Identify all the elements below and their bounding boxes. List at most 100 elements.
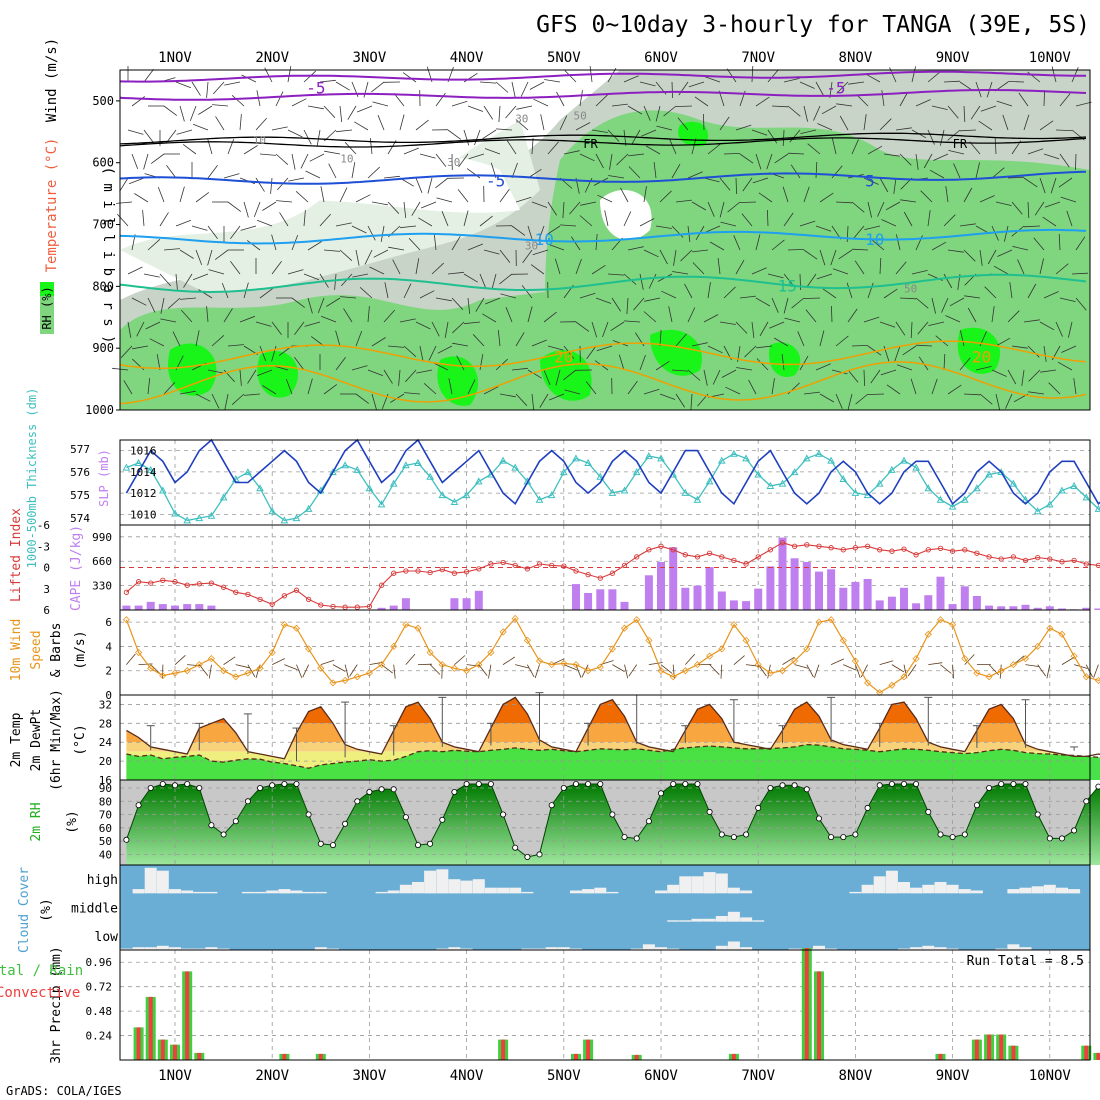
wind-barb (404, 392, 421, 395)
wind-barb (1055, 263, 1069, 275)
temp-tick: 24 (99, 736, 113, 749)
wind-barb (771, 378, 775, 395)
cloud-cover-bar (412, 882, 424, 894)
wind-barb (853, 225, 865, 239)
day-label-top: 7NOV (741, 50, 775, 66)
cloud-cover-bar (205, 947, 218, 950)
wind-barb (941, 297, 949, 313)
cloud-cover-bar (691, 918, 704, 922)
slp-tick-label: 1014 (130, 466, 157, 479)
wind-barb (953, 163, 961, 179)
surface-wind-barb (296, 664, 303, 678)
wind-barb (1040, 369, 1057, 373)
cloud-cover-bar (436, 948, 449, 950)
wind-barb (303, 210, 306, 227)
wind-barb (316, 129, 321, 146)
precip-convective-bar (634, 1054, 639, 1060)
wind-barb (903, 211, 913, 227)
cape-bar (912, 603, 921, 610)
wind-barb (303, 129, 312, 145)
rh2m-point (159, 781, 166, 788)
cloud-cover-bar (898, 948, 910, 950)
wind-barb (1055, 321, 1063, 337)
wind-barb (383, 369, 393, 384)
day-label-bottom: 1NOV (158, 1068, 192, 1084)
wind-barb (562, 201, 565, 219)
wind-barb (408, 238, 421, 251)
wind-barb (675, 105, 693, 107)
lifted-index-tick: -3 (37, 540, 50, 553)
wind-barb (556, 91, 565, 107)
wind-speed-point (693, 661, 702, 669)
wind-barb (633, 297, 645, 311)
wind-barb (1039, 120, 1054, 131)
rh2m-point (633, 835, 640, 842)
thickness-point (693, 495, 702, 503)
thickness-point (973, 484, 981, 492)
wind-barb (163, 248, 180, 251)
wind-barb (719, 321, 736, 325)
lifted-index-point (852, 545, 859, 551)
wind-barb (475, 297, 485, 312)
wind-barb (813, 105, 821, 121)
rh2m-point (986, 785, 993, 792)
wind-barb (531, 137, 534, 155)
wind-barb (1055, 129, 1073, 131)
wind-speed-point (584, 667, 592, 675)
wind-barb (822, 288, 837, 299)
temperature-legend: Temperature (°C) (44, 138, 60, 273)
wind-barb (134, 193, 149, 203)
wind-barb (579, 215, 593, 227)
cloud-cover-bar (557, 947, 570, 950)
footer-credit: GrADS: COLA/IGES (6, 1084, 122, 1098)
precip-convective-bar (974, 1039, 979, 1060)
cloud-axis-label: Cloud Cover (17, 867, 32, 953)
wind-speed-point (268, 648, 276, 657)
wind-barb (415, 321, 431, 330)
thickness-point (608, 488, 617, 496)
wind-barb (288, 177, 305, 182)
isotherm-line (119, 70, 1086, 83)
wind-barb (975, 366, 992, 371)
lifted-index-point (864, 543, 871, 549)
wind-barb (305, 170, 321, 179)
wind-barb (328, 163, 337, 179)
wind-axis-label-1: 10m Wind (9, 619, 24, 682)
wind-barb (879, 118, 892, 131)
wind-barb (230, 225, 241, 240)
wind-barb (531, 393, 535, 410)
thickness-point (207, 511, 216, 519)
wind-speed-point (244, 669, 252, 677)
rh2m-point (451, 789, 458, 796)
wind-barb (947, 105, 959, 119)
thickness-point (948, 502, 957, 510)
wind-barb (326, 297, 341, 307)
wind-speed-point (402, 621, 410, 629)
wind-barb (575, 321, 590, 332)
wind-barb (915, 297, 929, 309)
wind-barb (303, 273, 320, 281)
thickness-point (365, 484, 374, 492)
surface-wind-barb (648, 662, 663, 666)
rh2m-point (1071, 827, 1078, 834)
thickness-point (1033, 507, 1042, 515)
wind-tick: 6 (105, 616, 112, 629)
wind-barb (781, 354, 785, 371)
wind-barb (127, 321, 132, 338)
surface-wind-barb (187, 664, 202, 667)
wind-barb (815, 161, 818, 179)
lifted-index-axis-label-group: Lifted Index (9, 508, 24, 602)
cloud-cover-bar (655, 890, 667, 894)
cloud-cover-bar (1007, 889, 1020, 894)
wind-barb (680, 249, 693, 262)
wind-barb (863, 316, 880, 323)
surface-wind-barb (952, 664, 954, 679)
wind-barb (611, 297, 622, 312)
wind-barb (836, 81, 849, 94)
wind-barb (915, 153, 919, 170)
precip-convective-bar (136, 1027, 141, 1060)
cape-bar (207, 605, 216, 610)
wind-barb (707, 345, 723, 354)
wind-speed-point (341, 676, 349, 684)
wind-barb (739, 201, 757, 203)
